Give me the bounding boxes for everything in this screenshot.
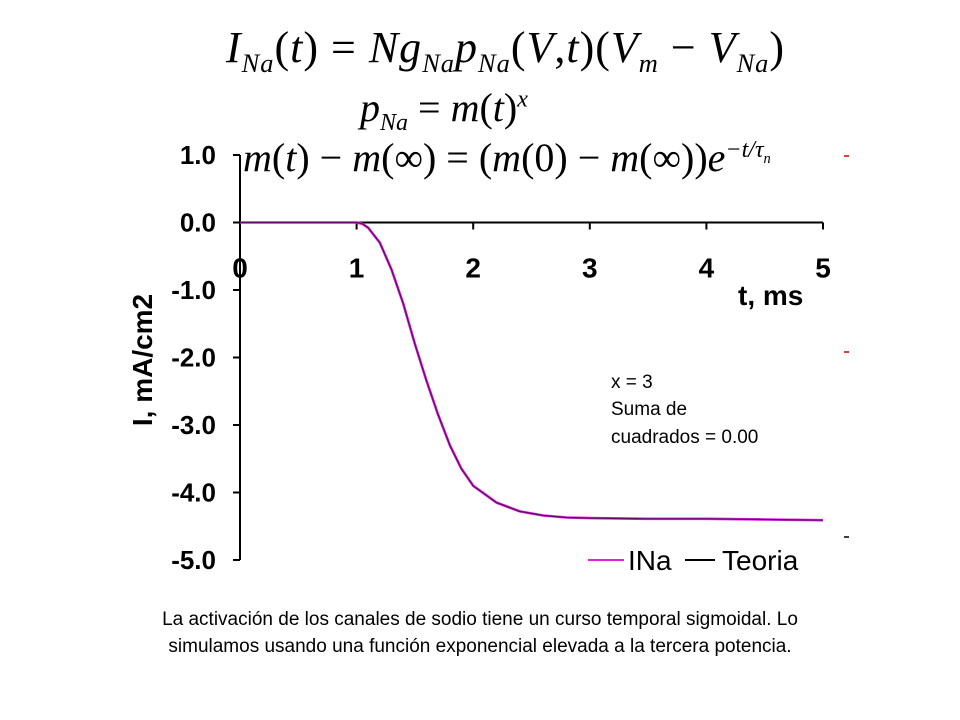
equation-activation-probability: pNa = m(t)x [360,85,528,136]
equation-sodium-current: INa(t) = NgNapNa(V,t)(Vm − VNa) [226,23,786,78]
annotation-sum-value: cuadrados = 0.00 [611,427,758,448]
caption: La activación de los canales de sodio ti… [40,606,920,660]
x-tick-label: 5 [815,253,831,284]
y-tick-label: -4.0 [171,478,216,508]
legend-label-ina: INa [628,545,672,576]
y-tick-label: 1.0 [180,140,216,170]
series-layer [240,221,824,522]
y-tick-label: -2.0 [171,343,216,373]
x-tick-label: 0 [232,253,248,284]
chart-axes [239,155,823,560]
x-tick-label: 4 [699,253,715,284]
y-tick-label: -3.0 [171,410,216,440]
y-tick-label: 0.0 [180,208,216,238]
annotation-sum-label: Suma de [611,399,687,420]
x-tick-label: 2 [465,253,481,284]
legend-label-teoria: Teoria [722,545,799,576]
annotation-x-value: x = 3 [611,372,653,393]
y-axis-ticks: 1.0 0.0 -1.0 -2.0 -3.0 -4.0 -5.0 [171,140,240,575]
series-line-ina [240,221,824,522]
series-line-teoria [240,221,824,521]
y-tick-label: -1.0 [171,275,216,305]
fit-annotation: x = 3 Suma de cuadrados = 0.00 [611,372,758,448]
x-axis-label: t, ms [738,280,803,311]
y-tick-label: -5.0 [171,545,216,575]
right-edge-ticks [844,155,849,538]
legend: INa Teoria [588,545,799,576]
caption-line-1: La activación de los canales de sodio ti… [162,609,798,630]
caption-line-2: simulamos usando una función exponencial… [168,636,792,657]
equation-exponential-relaxation: m(t) − m(∞) = (m(0) − m(∞))e−t/τn [243,135,771,180]
x-tick-label: 1 [349,253,365,284]
x-axis-ticks: 0 1 2 3 4 5 [232,222,831,284]
x-tick-label: 3 [582,253,598,284]
y-axis-label: I, mA/cm2 [127,294,158,426]
